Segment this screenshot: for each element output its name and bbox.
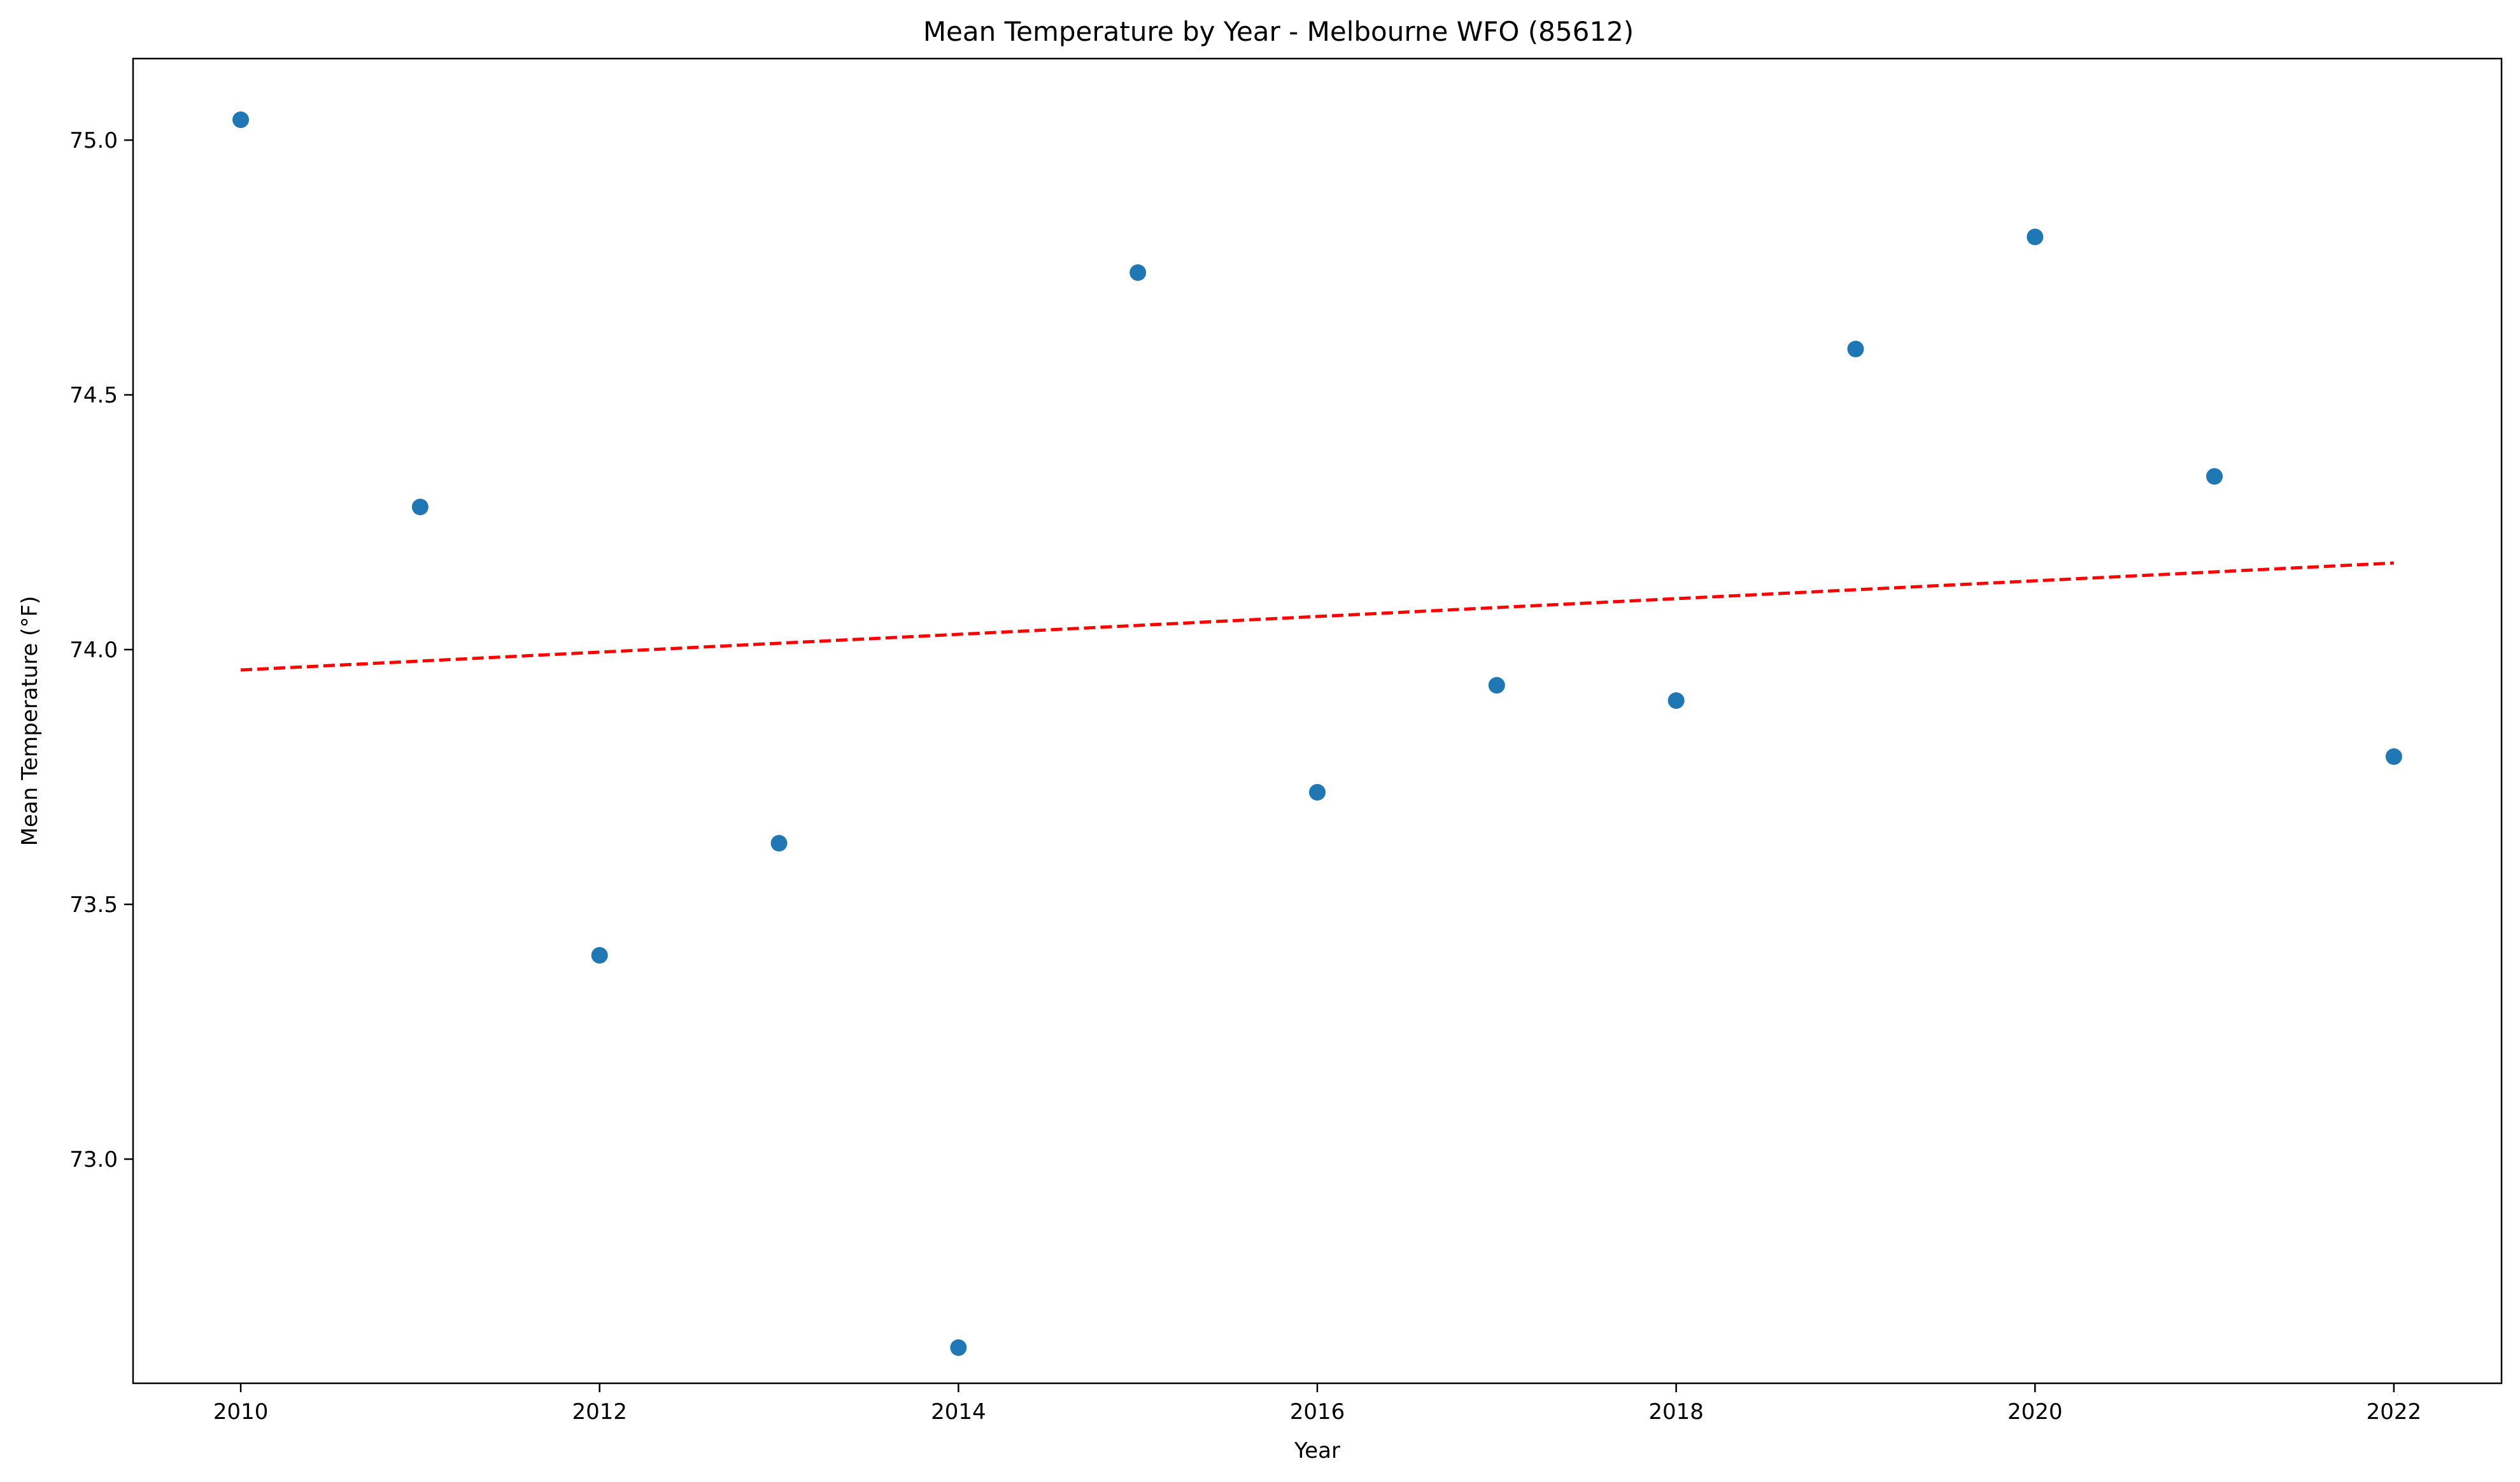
x-tick-label: 2010 (213, 1399, 269, 1425)
x-tick-label: 2012 (572, 1399, 627, 1425)
x-axis-label: Year (1294, 1438, 1340, 1464)
x-tick-label: 2016 (1290, 1399, 1345, 1425)
data-point (1488, 677, 1505, 694)
data-point (950, 1339, 967, 1356)
data-point (232, 111, 250, 128)
y-axis: 73.0 73.5 74.0 74.5 75.0 (69, 128, 133, 1172)
y-tick-label: 73.5 (69, 892, 118, 918)
data-point (411, 499, 428, 515)
x-tick-label: 2020 (2007, 1399, 2063, 1425)
x-tick-label: 2018 (1648, 1399, 1704, 1425)
data-point (1309, 784, 1326, 801)
y-tick-label: 75.0 (69, 128, 118, 153)
plot-area (232, 111, 2402, 1356)
data-point (1667, 692, 1685, 709)
data-point (2027, 229, 2044, 245)
data-point (1847, 341, 1864, 357)
y-axis-label: Mean Temperature (°F) (17, 596, 43, 846)
y-tick-label: 74.5 (69, 383, 118, 408)
x-axis: 2010 2012 2014 2016 2018 2020 2022 (213, 1383, 2421, 1425)
data-point (770, 835, 788, 851)
data-point (1129, 264, 1147, 281)
x-tick-label: 2022 (2367, 1399, 2422, 1425)
data-point (2206, 468, 2223, 485)
y-tick-label: 74.0 (69, 638, 118, 663)
x-tick-label: 2014 (931, 1399, 986, 1425)
data-point (2385, 748, 2402, 765)
y-tick-label: 73.0 (69, 1147, 118, 1172)
data-point (591, 947, 608, 964)
trend-line (240, 561, 2395, 672)
chart-title: Mean Temperature by Year - Melbourne WFO… (923, 16, 1634, 47)
